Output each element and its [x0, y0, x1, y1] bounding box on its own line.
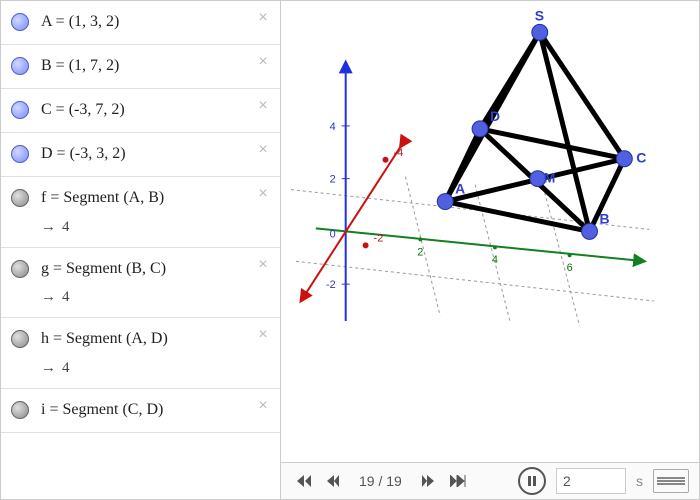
close-icon[interactable]: × [254, 397, 272, 415]
close-icon[interactable]: × [254, 9, 272, 27]
definition-text: C = (-3, 7, 2) [41, 97, 274, 123]
algebra-row-h[interactable]: h = Segment (A, D)→4× [1, 318, 280, 389]
algebra-row-B[interactable]: B = (1, 7, 2)× [1, 45, 280, 89]
speed-input[interactable] [556, 468, 626, 494]
frame-counter: 19 / 19 [351, 473, 410, 489]
algebra-row-D[interactable]: D = (-3, 3, 2)× [1, 133, 280, 177]
svg-text:6: 6 [567, 262, 573, 274]
visibility-toggle[interactable] [11, 189, 29, 207]
play-pause-button[interactable] [518, 467, 546, 495]
svg-text:0: 0 [330, 228, 336, 240]
algebra-row-C[interactable]: C = (-3, 7, 2)× [1, 89, 280, 133]
svg-text:2: 2 [330, 174, 336, 186]
svg-text:4: 4 [492, 254, 498, 266]
algebra-row-A[interactable]: A = (1, 3, 2)× [1, 1, 280, 45]
definition-text: g = Segment (B, C)→4 [41, 256, 274, 310]
svg-text:A: A [455, 181, 465, 197]
playback-bar: 19 / 19 s [281, 462, 699, 499]
app-root: A = (1, 3, 2)×B = (1, 7, 2)×C = (-3, 7, … [0, 0, 700, 500]
visibility-toggle[interactable] [11, 260, 29, 278]
value-text: →4 [41, 356, 274, 380]
visibility-toggle[interactable] [11, 101, 29, 119]
svg-text:D: D [490, 108, 500, 124]
close-icon[interactable]: × [254, 53, 272, 71]
svg-text:2: 2 [417, 246, 423, 258]
algebra-panel[interactable]: A = (1, 3, 2)×B = (1, 7, 2)×C = (-3, 7, … [1, 1, 281, 499]
nav-buttons: 19 / 19 [291, 469, 470, 493]
prev-frame-button[interactable] [321, 469, 345, 493]
close-icon[interactable]: × [254, 97, 272, 115]
svg-text:-2: -2 [326, 279, 336, 291]
visibility-toggle[interactable] [11, 13, 29, 31]
next-frame-button[interactable] [416, 469, 440, 493]
pause-icon [527, 476, 537, 486]
3d-viewport[interactable]: 2 4 -2 2 4 6 -2 -4 0 A B C D S M [281, 1, 699, 462]
close-icon[interactable]: × [254, 256, 272, 274]
close-icon[interactable]: × [254, 141, 272, 159]
svg-text:B: B [599, 210, 609, 226]
last-frame-button[interactable] [446, 469, 470, 493]
visibility-toggle[interactable] [11, 145, 29, 163]
definition-text: B = (1, 7, 2) [41, 53, 274, 79]
value-text: →4 [41, 215, 274, 239]
value-text: →4 [41, 285, 274, 309]
right-pane: 2 4 -2 2 4 6 -2 -4 0 A B C D S M 19 / 19 s [281, 1, 699, 499]
definition-text: i = Segment (C, D) [41, 397, 274, 423]
close-icon[interactable]: × [254, 185, 272, 203]
first-frame-button[interactable] [291, 469, 315, 493]
svg-text:-4: -4 [393, 147, 403, 159]
algebra-row-i[interactable]: i = Segment (C, D)× [1, 389, 280, 433]
scene-svg: 2 4 -2 2 4 6 -2 -4 0 A B C D S M [281, 1, 699, 462]
visibility-toggle[interactable] [11, 401, 29, 419]
svg-text:M: M [544, 170, 556, 186]
algebra-row-g[interactable]: g = Segment (B, C)→4× [1, 248, 280, 319]
definition-text: D = (-3, 3, 2) [41, 141, 274, 167]
close-icon[interactable]: × [254, 326, 272, 344]
definition-text: h = Segment (A, D)→4 [41, 326, 274, 380]
visibility-toggle[interactable] [11, 57, 29, 75]
definition-text: A = (1, 3, 2) [41, 9, 274, 35]
speed-unit: s [636, 473, 643, 489]
svg-text:-2: -2 [374, 232, 384, 244]
definition-text: f = Segment (A, B)→4 [41, 185, 274, 239]
svg-text:4: 4 [330, 121, 336, 133]
svg-text:S: S [535, 7, 544, 23]
svg-text:C: C [636, 150, 646, 166]
algebra-row-f[interactable]: f = Segment (A, B)→4× [1, 177, 280, 248]
visibility-toggle[interactable] [11, 330, 29, 348]
views-menu-button[interactable] [653, 469, 689, 493]
